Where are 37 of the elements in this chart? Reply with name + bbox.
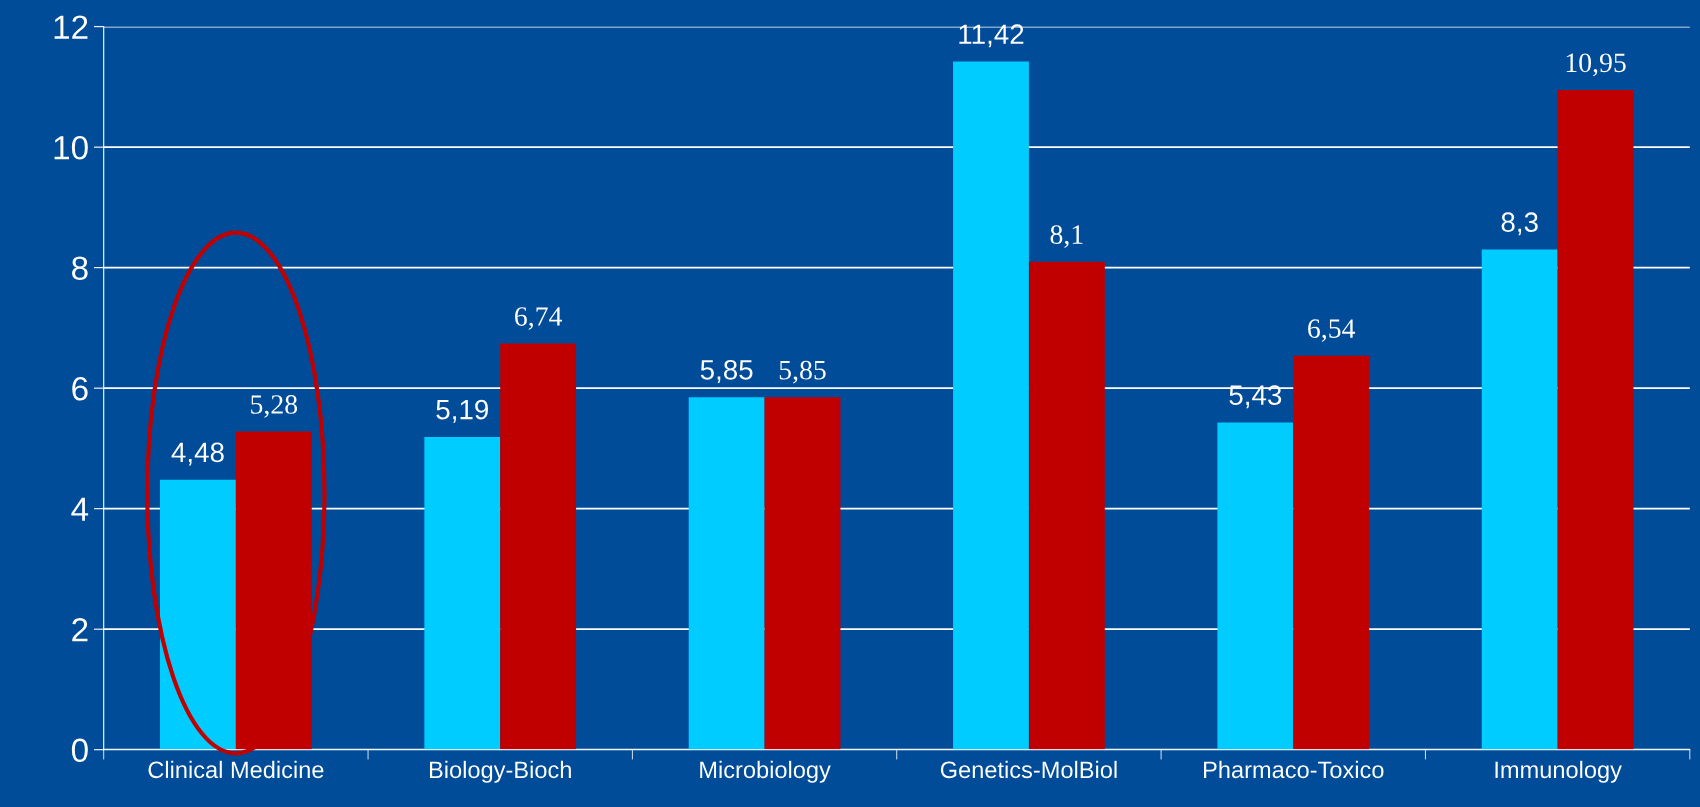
x-tick-label: Clinical Medicine <box>148 760 324 779</box>
data-label: 5,85 <box>779 360 826 384</box>
data-label: 11,42 <box>959 24 1024 48</box>
data-label: 5,28 <box>251 395 298 418</box>
x-tick-label: Biology-Bioch <box>429 760 571 783</box>
bar <box>160 479 236 750</box>
data-label: 8,1 <box>1050 225 1083 248</box>
y-tick-label: 10 <box>54 135 88 160</box>
bar <box>424 436 501 750</box>
data-label: 4,48 <box>171 442 224 466</box>
bar <box>235 431 312 750</box>
data-label: 8,3 <box>1501 212 1538 236</box>
bar <box>688 397 765 750</box>
bar <box>1557 89 1634 750</box>
y-tick-label: 6 <box>72 376 88 401</box>
bar <box>953 61 1029 750</box>
data-label: 6,54 <box>1308 319 1356 342</box>
data-label: 5,43 <box>1229 385 1282 409</box>
bar <box>1481 249 1558 750</box>
x-tick-label: Microbiology <box>700 760 831 783</box>
data-label: 5,19 <box>436 399 489 423</box>
bar <box>500 343 577 750</box>
y-tick-label: 2 <box>72 617 88 642</box>
bar <box>1217 422 1294 750</box>
bar <box>764 397 841 750</box>
x-tick-label: Genetics-MolBiol <box>940 760 1117 779</box>
y-tick-label: 0 <box>71 738 88 763</box>
data-label: 10,95 <box>1566 53 1626 77</box>
x-tick-label: Immunology <box>1495 760 1622 783</box>
y-tick-label: 4 <box>71 497 89 521</box>
bar <box>1028 261 1105 750</box>
x-tick-label: Pharmaco-Toxico <box>1204 760 1384 779</box>
y-tick-label: 8 <box>72 256 88 281</box>
data-label: 5,85 <box>700 359 753 383</box>
bar <box>1293 355 1370 750</box>
data-label: 6,74 <box>515 307 563 330</box>
y-tick-label: 12 <box>54 15 88 39</box>
